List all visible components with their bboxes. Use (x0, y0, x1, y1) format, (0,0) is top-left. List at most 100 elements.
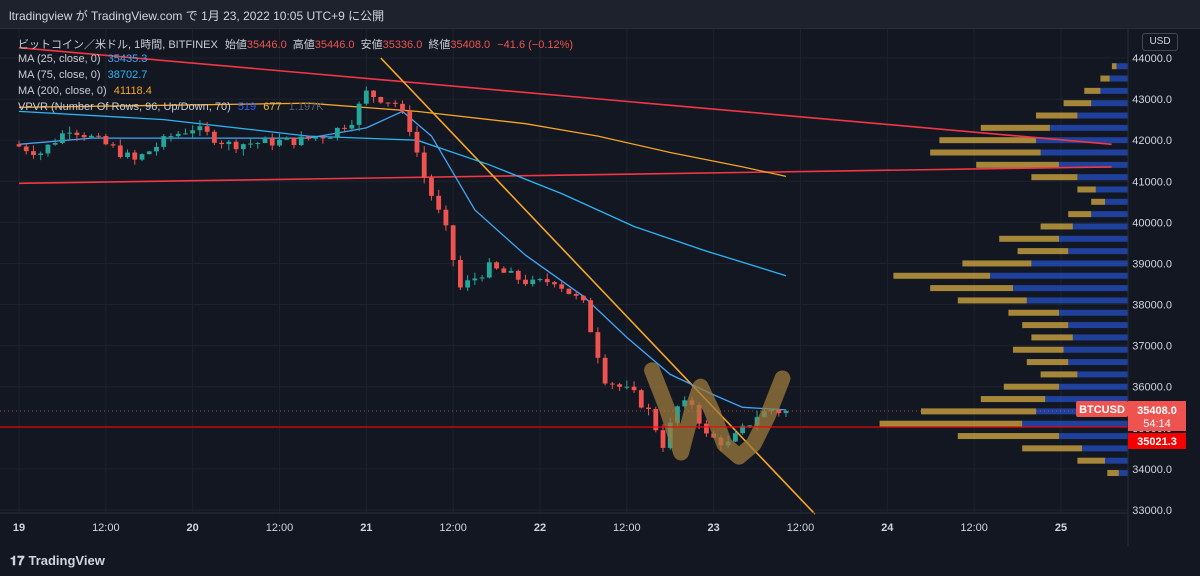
legend-vpvr-down: 677 (263, 101, 282, 113)
legend-high: 35446.0 (314, 39, 355, 51)
candle-body (407, 111, 413, 132)
vpvr-up-bar (1091, 100, 1128, 107)
candle-body (450, 225, 456, 260)
candle-body (168, 136, 174, 138)
vpvr-up-bar (1026, 297, 1128, 304)
candle-body (429, 177, 434, 196)
price-tick-label: 33000.0 (1132, 505, 1172, 517)
candle-body (255, 142, 261, 144)
vpvr-down-bar (1017, 248, 1069, 255)
ma200-line (18, 102, 787, 178)
candle-body (110, 144, 116, 146)
vpvr-up-bar (1036, 137, 1128, 144)
symbol-tag: BTCUSD (1079, 404, 1125, 416)
candle-body (783, 411, 789, 414)
last-price-tag: 35408.0 (1137, 405, 1177, 417)
candle-body (16, 144, 22, 147)
tradingview-logo[interactable]: 𝟏𝟕 TradingView (10, 553, 105, 569)
vpvr-up-bar (1095, 186, 1128, 193)
candle-body (385, 102, 391, 104)
vpvr-down-bar (921, 408, 1036, 415)
legend-symbol: ビットコイン／米ドル, 1時間, BITFINEX (18, 39, 218, 51)
vpvr-down-bar (1100, 75, 1110, 82)
vpvr-down-bar (1003, 383, 1059, 390)
price-tick-label: 44000.0 (1132, 53, 1172, 65)
candle-body (704, 423, 709, 434)
candle-body (190, 130, 196, 134)
vpvr-up-bar (990, 272, 1128, 279)
candle-body (602, 357, 608, 384)
currency-button[interactable]: USD (1142, 33, 1178, 51)
legend-low-label: 安値 (360, 39, 383, 51)
time-tick-label: 24 (881, 522, 894, 534)
vpvr-up-bar (1100, 87, 1128, 94)
trendlines[interactable] (18, 46, 1112, 515)
vpvr-down-bar (1036, 112, 1078, 119)
time-tick-label: 12:00 (787, 522, 815, 534)
vpvr-down-bar (962, 260, 1032, 267)
symbol-tag-bg (1076, 401, 1128, 417)
vpvr-down-bar (1008, 309, 1059, 316)
candle-body (175, 133, 181, 137)
candle-body (682, 400, 688, 407)
candle-body (204, 126, 210, 132)
level-price-tag: 35021.3 (1137, 436, 1177, 448)
time-tick-label: 23 (708, 522, 720, 534)
candle-body (31, 151, 36, 155)
countdown-tag: 54:14 (1143, 418, 1171, 430)
trendline-descending-trend (380, 57, 816, 515)
price-axis[interactable]: 33000.034000.035000.036000.037000.038000… (1132, 53, 1172, 517)
legend-ma200-value: 41118.4 (113, 85, 152, 97)
vpvr-down-bar (1077, 457, 1105, 464)
vpvr-up-bar (1068, 322, 1128, 329)
vpvr-up-bar (1040, 149, 1128, 156)
time-tick-label: 20 (187, 522, 199, 534)
vpvr-down-bar (1031, 334, 1073, 341)
vpvr-down-bar (999, 235, 1059, 242)
candle-body (740, 425, 745, 434)
price-tick-label: 39000.0 (1132, 258, 1172, 270)
vpvr-down-bar (1077, 186, 1096, 193)
candle-body (262, 138, 268, 143)
candle-body (479, 277, 485, 279)
vpvr-up-bar (1045, 396, 1128, 403)
candle-body (320, 137, 326, 139)
candle-body (638, 390, 644, 408)
vpvr-up-bar (1077, 174, 1128, 181)
trendline-resistance-upper (18, 46, 1112, 146)
time-tick-label: 25 (1055, 522, 1067, 534)
time-tick-label: 19 (13, 522, 25, 534)
vpvr-up-bar (1063, 346, 1128, 353)
candle-body (356, 103, 362, 125)
candlestick-chart[interactable]: 33000.034000.035000.036000.037000.038000… (0, 29, 1200, 546)
price-tags: BTCUSD 35408.0 54:14 35021.3 (1076, 401, 1186, 449)
time-tick-label: 12:00 (92, 522, 120, 534)
legend-ma75-row[interactable]: MA (75, close, 0) 38702.7 (18, 69, 147, 81)
candle-body (617, 384, 622, 387)
candle-body (226, 141, 232, 145)
vpvr-down-bar (1013, 346, 1064, 353)
vpvr-up-bar (1077, 371, 1128, 378)
candle-body (363, 90, 369, 104)
time-tick-label: 21 (360, 522, 372, 534)
candle-body (378, 96, 384, 103)
vpvr-down-bar (976, 161, 1059, 168)
candle-body (552, 282, 557, 285)
vpvr-up-bar (1105, 198, 1128, 205)
candle-body (457, 259, 463, 288)
legend-ma200-label: MA (200, close, 0) (18, 85, 107, 97)
legend-ma200-row[interactable]: MA (200, close, 0) 41118.4 (18, 85, 152, 97)
legend-vpvr-row[interactable]: VPVR (Number Of Rows, 96, Up/Down, 70) 5… (18, 101, 324, 113)
time-tick-label: 12:00 (960, 522, 988, 534)
vpvr-down-bar (1026, 359, 1069, 366)
price-tick-label: 41000.0 (1132, 176, 1172, 188)
time-axis[interactable]: 19 12:00 20 12:00 21 12:00 22 12:00 23 12:00 24 12:… (13, 522, 1067, 534)
legend-vpvr-total: 1.197K (288, 101, 324, 113)
vpvr-up-bar (1082, 445, 1128, 452)
candle-body (103, 136, 109, 145)
legend-vpvr-up: 519 (237, 101, 257, 113)
candle-body (443, 209, 449, 226)
plot-area (0, 29, 1128, 513)
legend-ma25-row[interactable]: MA (25, close, 0) 35435.3 (18, 53, 147, 65)
candle-body (421, 152, 427, 178)
